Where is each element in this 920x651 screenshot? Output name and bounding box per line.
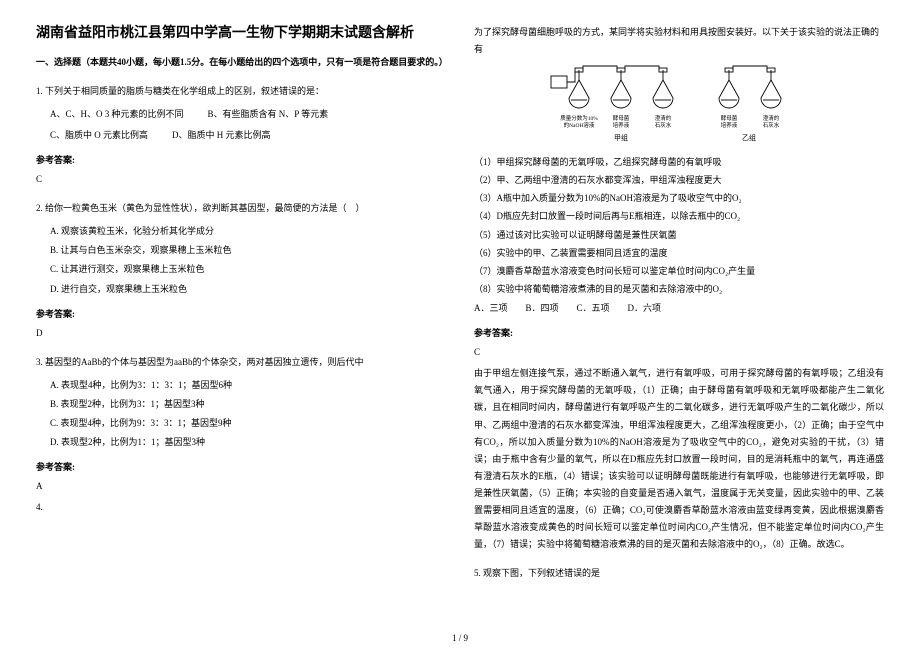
fig-label-5: 澄清的 — [763, 114, 780, 122]
fig-label-2b: 培养液 — [613, 121, 630, 129]
page-title: 湖南省益阳市桃江县第四中学高一生物下学期期末试题含解析 — [36, 24, 446, 44]
right-column: 为了探究酵母菌细胞呼吸的方式，某同学将实验材料和用具按图安装好。以下关于该实验的… — [474, 24, 884, 629]
q3-stem: 3. 基因型的AaBb的个体与基因型为aaBb的个体杂交，两对基因独立遗传，则后… — [36, 354, 446, 371]
fig-label-3b: 石灰水 — [655, 121, 672, 129]
q5-stem: 5. 观察下图，下列叙述错误的是 — [474, 565, 884, 582]
q4-s3: （3）A瓶中加入质量分数为10%的NaOH溶液是为了吸收空气中的O₂ — [474, 190, 884, 207]
q4-s8: （8）实验中将葡萄糖溶液煮沸的目的是灭菌和去除溶液中的O₂ — [474, 281, 884, 298]
q4-intro: 为了探究酵母菌细胞呼吸的方式，某同学将实验材料和用具按图安装好。以下关于该实验的… — [474, 24, 884, 58]
q1-opt-d: D、脂质中 H 元素比例高 — [172, 127, 271, 144]
q4-s7: （7）溴麝香草酚蓝水溶液变色时间长短可以鉴定单位时间内CO₂产生量 — [474, 263, 884, 280]
q2-stem: 2. 给你一粒黄色玉米（黄色为显性性状），欲判断其基因型，最简便的方法是（ ） — [36, 200, 446, 217]
q2-opt-d: D. 进行自交，观察果穗上玉米粒色 — [36, 281, 446, 298]
fig-label-5b: 石灰水 — [763, 121, 780, 129]
fig-label-1: 质量分数为10% — [560, 114, 598, 122]
fig-group-right: 乙组 — [742, 133, 756, 142]
q1-answer: C — [36, 171, 446, 188]
fig-label-3: 澄清的 — [655, 114, 672, 122]
q4-answer: C — [474, 344, 884, 361]
fig-group-left: 甲组 — [614, 133, 628, 142]
q4-s5: （5）通过该对比实验可以证明酵母菌是兼性厌氧菌 — [474, 227, 884, 244]
q2-opt-c: C. 让其进行测交，观察果穗上玉米粒色 — [36, 261, 446, 278]
q4-s4: （4）D瓶应先封口放置一段时间后再与E瓶相连，以除去瓶中的CO₂ — [474, 208, 884, 225]
q2-opt-a: A. 观察该黄粒玉米，化验分析其化学成分 — [36, 223, 446, 240]
apparatus-figure: 质量分数为10% 的NaOH溶液 酵母菌 培养液 澄清的 石灰水 酵母菌 培养液… — [474, 62, 884, 148]
q1-opt-b: B、有些脂质含有 N、P 等元素 — [208, 106, 329, 123]
q1-answer-label: 参考答案: — [36, 152, 446, 169]
q4-s2: （2）甲、乙两组中澄清的石灰水都变浑浊，甲组浑浊程度更大 — [474, 172, 884, 189]
q1-stem: 1. 下列关于相同质量的脂质与糖类在化学组成上的区别，叙述错误的是： — [36, 83, 446, 100]
q1-opt-a: A、C、H、O 3 种元素的比例不同 — [50, 106, 184, 123]
fig-label-2: 酵母菌 — [613, 114, 630, 122]
q2-opt-b: B. 让其与白色玉米杂交，观察果穗上玉米粒色 — [36, 242, 446, 259]
q4-s1: （1）甲组探究酵母菌的无氧呼吸，乙组探究酵母菌的有氧呼吸 — [474, 154, 884, 171]
q3-opt-b: B. 表现型2种，比例为3：1；基因型3种 — [36, 396, 446, 413]
q3-answer-label: 参考答案: — [36, 459, 446, 476]
fig-label-4b: 培养液 — [721, 121, 738, 129]
section-heading: 一、选择题（本题共40小题，每小题1.5分。在每小题给出的四个选项中，只有一项是… — [36, 54, 446, 71]
fig-label-1b: 的NaOH溶液 — [564, 121, 595, 129]
q3-answer: A — [36, 478, 446, 495]
q1-opts-row2: C、脂质中 O 元素比例高 D、脂质中 H 元素比例高 — [36, 127, 446, 144]
fig-label-4: 酵母菌 — [721, 114, 738, 122]
q4-number: 4. — [36, 499, 446, 516]
q4-explanation: 由于甲组左侧连接气泵，通过不断通入氧气，进行有氧呼吸，可用于探究酵母菌的有氧呼吸… — [474, 365, 884, 553]
q2-answer: D — [36, 325, 446, 342]
q1-opt-c: C、脂质中 O 元素比例高 — [50, 127, 148, 144]
q3-opt-c: C. 表现型4种，比例为9：3：3：1；基因型9种 — [36, 415, 446, 432]
q4-answer-label: 参考答案: — [474, 325, 884, 342]
q3-opt-a: A. 表现型4种，比例为3：1：3：1；基因型6种 — [36, 377, 446, 394]
q4-s6: （6）实验中的甲、乙装置需要相同且适宜的温度 — [474, 245, 884, 262]
q1-opts-row1: A、C、H、O 3 种元素的比例不同 B、有些脂质含有 N、P 等元素 — [36, 106, 446, 123]
q4-opts: A．三项 B．四项 C．五项 D．六项 — [474, 300, 884, 317]
page-number: 1 / 9 — [36, 629, 884, 643]
q2-answer-label: 参考答案: — [36, 306, 446, 323]
q3-opt-d: D. 表现型2种，比例为1：1；基因型3种 — [36, 434, 446, 451]
left-column: 湖南省益阳市桃江县第四中学高一生物下学期期末试题含解析 一、选择题（本题共40小… — [36, 24, 446, 629]
